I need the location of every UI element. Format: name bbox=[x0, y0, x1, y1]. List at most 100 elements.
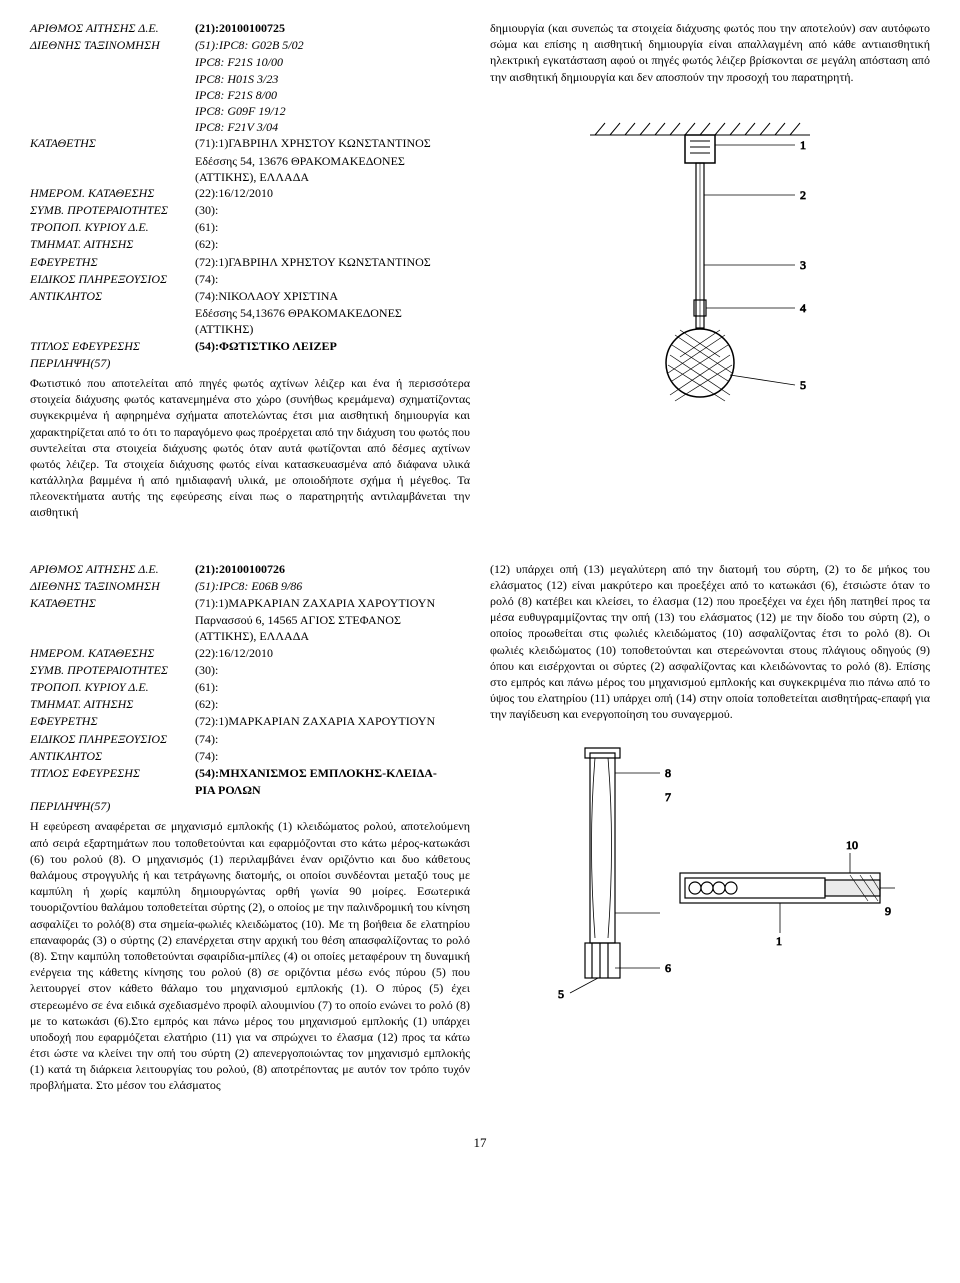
patent-figure-1: 1 2 3 4 5 bbox=[490, 105, 930, 425]
field-label: ΕΦΕΥΡΕΤΗΣ bbox=[30, 713, 195, 729]
field-value: (74):ΝΙΚΟΛΑΟΥ ΧΡΙΣΤΙΝΑ bbox=[195, 288, 470, 304]
field-filing-date: ΗΜΕΡΟΜ. ΚΑΤΑΘΕΣΗΣ (22):16/12/2010 bbox=[30, 645, 470, 661]
patent-figure-2: 8 7 5 6 1 10 9 bbox=[490, 743, 930, 1003]
field-filing-date: ΗΜΕΡΟΜ. ΚΑΤΑΘΕΣΗΣ (22):16/12/2010 bbox=[30, 185, 470, 201]
abstract-text: Η εφεύρεση αναφέρεται σε μηχανισμό εμπλο… bbox=[30, 818, 470, 1093]
field-mod-main: ΤΡΟΠΟΠ. ΚΥΡΙΟΥ Δ.Ε. (61): bbox=[30, 219, 470, 235]
abstract-label: ΠΕΡΙΛΗΨΗ(57) bbox=[30, 355, 195, 371]
field-value-cont: IPC8: F21S 10/00 bbox=[195, 54, 470, 70]
abstract-text: Φωτιστικό που αποτελείται από πηγές φωτό… bbox=[30, 375, 470, 521]
field-div-app: ΤΜΗΜΑΤ. ΑΙΤΗΣΗΣ (62): bbox=[30, 236, 470, 252]
field-label: ΔΙΕΘΝΗΣ ΤΑΞΙΝΟΜΗΣΗ bbox=[30, 578, 195, 594]
svg-text:2: 2 bbox=[800, 188, 806, 202]
field-value-cont: (ΑΤΤΙΚΗΣ), ΕΛΛΑΔΑ bbox=[195, 628, 470, 644]
field-value-cont: IPC8: H01S 3/23 bbox=[195, 71, 470, 87]
svg-text:5: 5 bbox=[558, 987, 564, 1001]
field-value: (61): bbox=[195, 679, 470, 695]
field-value: (54):ΜΗΧΑΝΙΣΜΟΣ ΕΜΠΛΟΚΗΣ-ΚΛΕΙΔΑ- bbox=[195, 765, 470, 781]
svg-text:1: 1 bbox=[800, 138, 806, 152]
field-value: (51):IPC8: E06B 9/86 bbox=[195, 578, 470, 594]
page-number: 17 bbox=[30, 1134, 930, 1152]
right-column: δημιουργία (και συνεπώς τα στοιχεία διάχ… bbox=[490, 20, 930, 521]
abstract-label: ΠΕΡΙΛΗΨΗ(57) bbox=[30, 798, 195, 814]
field-label: ΕΦΕΥΡΕΤΗΣ bbox=[30, 254, 195, 270]
field-intl-class: ΔΙΕΘΝΗΣ ΤΑΞΙΝΟΜΗΣΗ (51):IPC8: E06B 9/86 bbox=[30, 578, 470, 594]
field-label: ΚΑΤΑΘΕΤΗΣ bbox=[30, 595, 195, 611]
field-label: ΑΡΙΘΜΟΣ ΑΙΤΗΣΗΣ Δ.Ε. bbox=[30, 561, 195, 577]
field-value: (22):16/12/2010 bbox=[195, 185, 470, 201]
field-value: (61): bbox=[195, 219, 470, 235]
field-value: (30): bbox=[195, 662, 470, 678]
field-inventor: ΕΦΕΥΡΕΤΗΣ (72):1)ΓΑΒΡΙΗΛ ΧΡΗΣΤΟΥ ΚΩΝΣΤΑΝ… bbox=[30, 254, 470, 270]
field-special-rep: ΕΙΔΙΚΟΣ ΠΛΗΡΕΞΟΥΣΙΟΣ (74): bbox=[30, 271, 470, 287]
field-inventor: ΕΦΕΥΡΕΤΗΣ (72):1)ΜΑΡΚΑΡΙΑΝ ΖΑΧΑΡΙΑ ΧΑΡΟΥ… bbox=[30, 713, 470, 729]
field-label: ΗΜΕΡΟΜ. ΚΑΤΑΘΕΣΗΣ bbox=[30, 645, 195, 661]
field-value: (71):1)ΜΑΡΚΑΡΙΑΝ ΖΑΧΑΡΙΑ ΧΑΡΟΥΤΙΟΥΝ bbox=[195, 595, 470, 611]
field-label: ΕΙΔΙΚΟΣ ΠΛΗΡΕΞΟΥΣΙΟΣ bbox=[30, 731, 195, 747]
svg-text:9: 9 bbox=[885, 904, 891, 918]
svg-text:3: 3 bbox=[800, 258, 806, 272]
field-agent: ΑΝΤΙΚΛΗΤΟΣ (74):ΝΙΚΟΛΑΟΥ ΧΡΙΣΤΙΝΑ bbox=[30, 288, 470, 304]
field-value-cont: Εδέσσης 54,13676 ΘΡΑΚΟΜΑΚΕΔΟΝΕΣ bbox=[195, 305, 470, 321]
field-title: ΤΙΤΛΟΣ ΕΦΕΥΡΕΣΗΣ (54):ΜΗΧΑΝΙΣΜΟΣ ΕΜΠΛΟΚΗ… bbox=[30, 765, 470, 781]
field-title: ΤΙΤΛΟΣ ΕΦΕΥΡΕΣΗΣ (54):ΦΩΤΙΣΤΙΚΟ ΛΕΙΖΕΡ bbox=[30, 338, 470, 354]
field-priority: ΣΥΜΒ. ΠΡΟΤΕΡΑΙΟΤΗΤΕΣ (30): bbox=[30, 662, 470, 678]
field-value-cont: (ΑΤΤΙΚΗΣ) bbox=[195, 321, 470, 337]
field-value: (74): bbox=[195, 748, 470, 764]
field-label: ΚΑΤΑΘΕΤΗΣ bbox=[30, 135, 195, 151]
right-column: (12) υπάρχει οπή (13) μεγαλύτερη από την… bbox=[490, 561, 930, 1094]
field-app-num: ΑΡΙΘΜΟΣ ΑΙΤΗΣΗΣ Δ.Ε. (21):20100100725 bbox=[30, 20, 470, 36]
field-value-cont: IPC8: F21V 3/04 bbox=[195, 119, 470, 135]
field-value: (21):20100100726 bbox=[195, 561, 470, 577]
svg-text:5: 5 bbox=[800, 378, 806, 392]
right-column-text: (12) υπάρχει οπή (13) μεγαλύτερη από την… bbox=[490, 561, 930, 723]
left-column: ΑΡΙΘΜΟΣ ΑΙΤΗΣΗΣ Δ.Ε. (21):20100100725 ΔΙ… bbox=[30, 20, 470, 521]
field-intl-class: ΔΙΕΘΝΗΣ ΤΑΞΙΝΟΜΗΣΗ (51):IPC8: G02B 5/02 bbox=[30, 37, 470, 53]
field-label: ΤΡΟΠΟΠ. ΚΥΡΙΟΥ Δ.Ε. bbox=[30, 219, 195, 235]
field-label: ΤΙΤΛΟΣ ΕΦΕΥΡΕΣΗΣ bbox=[30, 338, 195, 354]
field-value-cont: IPC8: G09F 19/12 bbox=[195, 103, 470, 119]
field-applicant: ΚΑΤΑΘΕΤΗΣ (71):1)ΜΑΡΚΑΡΙΑΝ ΖΑΧΑΡΙΑ ΧΑΡΟΥ… bbox=[30, 595, 470, 611]
field-value: (62): bbox=[195, 236, 470, 252]
right-column-text: δημιουργία (και συνεπώς τα στοιχεία διάχ… bbox=[490, 20, 930, 85]
field-value-cont: Εδέσσης 54, 13676 ΘΡΑΚΟΜΑΚΕΔΟΝΕΣ bbox=[195, 153, 470, 169]
field-label: ΗΜΕΡΟΜ. ΚΑΤΑΘΕΣΗΣ bbox=[30, 185, 195, 201]
field-label: ΣΥΜΒ. ΠΡΟΤΕΡΑΙΟΤΗΤΕΣ bbox=[30, 202, 195, 218]
svg-text:10: 10 bbox=[846, 838, 858, 852]
field-label: ΤΜΗΜΑΤ. ΑΙΤΗΣΗΣ bbox=[30, 696, 195, 712]
field-label: ΤΙΤΛΟΣ ΕΦΕΥΡΕΣΗΣ bbox=[30, 765, 195, 781]
field-value: (74): bbox=[195, 271, 470, 287]
field-label: ΑΝΤΙΚΛΗΤΟΣ bbox=[30, 748, 195, 764]
field-div-app: ΤΜΗΜΑΤ. ΑΙΤΗΣΗΣ (62): bbox=[30, 696, 470, 712]
field-label: ΑΝΤΙΚΛΗΤΟΣ bbox=[30, 288, 195, 304]
field-value: (51):IPC8: G02B 5/02 bbox=[195, 37, 470, 53]
field-value: (74): bbox=[195, 731, 470, 747]
left-column: ΑΡΙΘΜΟΣ ΑΙΤΗΣΗΣ Δ.Ε. (21):20100100726 ΔΙ… bbox=[30, 561, 470, 1094]
field-label: ΑΡΙΘΜΟΣ ΑΙΤΗΣΗΣ Δ.Ε. bbox=[30, 20, 195, 36]
svg-text:8: 8 bbox=[665, 766, 671, 780]
field-priority: ΣΥΜΒ. ΠΡΟΤΕΡΑΙΟΤΗΤΕΣ (30): bbox=[30, 202, 470, 218]
svg-text:7: 7 bbox=[665, 790, 671, 804]
field-mod-main: ΤΡΟΠΟΠ. ΚΥΡΙΟΥ Δ.Ε. (61): bbox=[30, 679, 470, 695]
field-value: (72):1)ΓΑΒΡΙΗΛ ΧΡΗΣΤΟΥ ΚΩΝΣΤΑΝΤΙΝΟΣ bbox=[195, 254, 470, 270]
field-label: ΣΥΜΒ. ΠΡΟΤΕΡΑΙΟΤΗΤΕΣ bbox=[30, 662, 195, 678]
field-value: (30): bbox=[195, 202, 470, 218]
field-value-cont: IPC8: F21S 8/00 bbox=[195, 87, 470, 103]
field-label: ΔΙΕΘΝΗΣ ΤΑΞΙΝΟΜΗΣΗ bbox=[30, 37, 195, 53]
field-value-cont: ΡΙΑ ΡΟΛΩΝ bbox=[195, 782, 470, 798]
field-label: ΤΜΗΜΑΤ. ΑΙΤΗΣΗΣ bbox=[30, 236, 195, 252]
patent-record: ΑΡΙΘΜΟΣ ΑΙΤΗΣΗΣ Δ.Ε. (21):20100100726 ΔΙ… bbox=[30, 561, 930, 1094]
field-value: (72):1)ΜΑΡΚΑΡΙΑΝ ΖΑΧΑΡΙΑ ΧΑΡΟΥΤΙΟΥΝ bbox=[195, 713, 470, 729]
field-value-cont: (ΑΤΤΙΚΗΣ), ΕΛΛΑΔΑ bbox=[195, 169, 470, 185]
field-value-cont: Παρνασσού 6, 14565 ΑΓΙΟΣ ΣΤΕΦΑΝΟΣ bbox=[195, 612, 470, 628]
field-applicant: ΚΑΤΑΘΕΤΗΣ (71):1)ΓΑΒΡΙΗΛ ΧΡΗΣΤΟΥ ΚΩΝΣΤΑΝ… bbox=[30, 135, 470, 151]
field-value: (22):16/12/2010 bbox=[195, 645, 470, 661]
patent-record: ΑΡΙΘΜΟΣ ΑΙΤΗΣΗΣ Δ.Ε. (21):20100100725 ΔΙ… bbox=[30, 20, 930, 521]
field-agent: ΑΝΤΙΚΛΗΤΟΣ (74): bbox=[30, 748, 470, 764]
field-value: (71):1)ΓΑΒΡΙΗΛ ΧΡΗΣΤΟΥ ΚΩΝΣΤΑΝΤΙΝΟΣ bbox=[195, 135, 470, 151]
field-app-num: ΑΡΙΘΜΟΣ ΑΙΤΗΣΗΣ Δ.Ε. (21):20100100726 bbox=[30, 561, 470, 577]
svg-text:1: 1 bbox=[776, 934, 782, 948]
field-label: ΕΙΔΙΚΟΣ ΠΛΗΡΕΞΟΥΣΙΟΣ bbox=[30, 271, 195, 287]
field-label: ΤΡΟΠΟΠ. ΚΥΡΙΟΥ Δ.Ε. bbox=[30, 679, 195, 695]
svg-text:6: 6 bbox=[665, 961, 671, 975]
